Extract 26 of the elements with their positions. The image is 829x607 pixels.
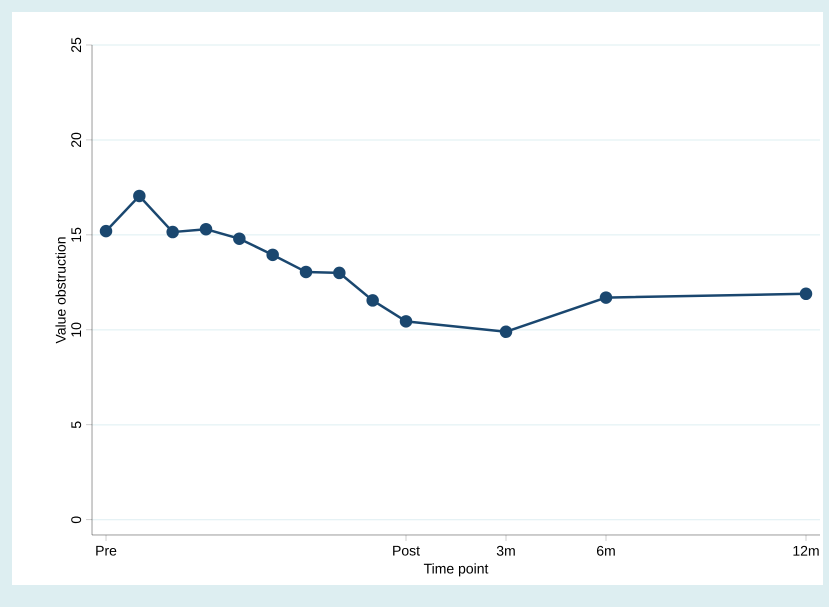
y-tick-label: 5 <box>71 422 82 428</box>
point <box>100 224 112 238</box>
point <box>233 232 246 245</box>
x-tick-label: Pre <box>96 546 116 556</box>
y-tick-label: 20 <box>71 132 82 148</box>
x-tick-label: Post <box>393 546 420 556</box>
y-tick-label: 10 <box>71 322 82 337</box>
y-tick-label: 0 <box>71 516 82 524</box>
x-tick-label: 3m <box>496 546 515 556</box>
x-tick-label: 12m <box>793 546 819 556</box>
point <box>166 226 179 238</box>
x-axis-title: Time point <box>424 563 488 576</box>
y-tick-label: 25 <box>71 38 82 52</box>
point <box>133 190 146 202</box>
point <box>400 315 412 328</box>
point <box>266 248 279 262</box>
point <box>500 326 512 338</box>
point <box>200 222 212 236</box>
y-axis-title: Value obstruction <box>55 237 66 344</box>
point <box>600 291 612 304</box>
x-tick-label: 6m <box>596 546 615 556</box>
y-tick-label: 15 <box>71 228 82 242</box>
point <box>333 266 346 280</box>
point <box>800 288 812 300</box>
point <box>366 294 379 307</box>
point <box>300 266 312 278</box>
